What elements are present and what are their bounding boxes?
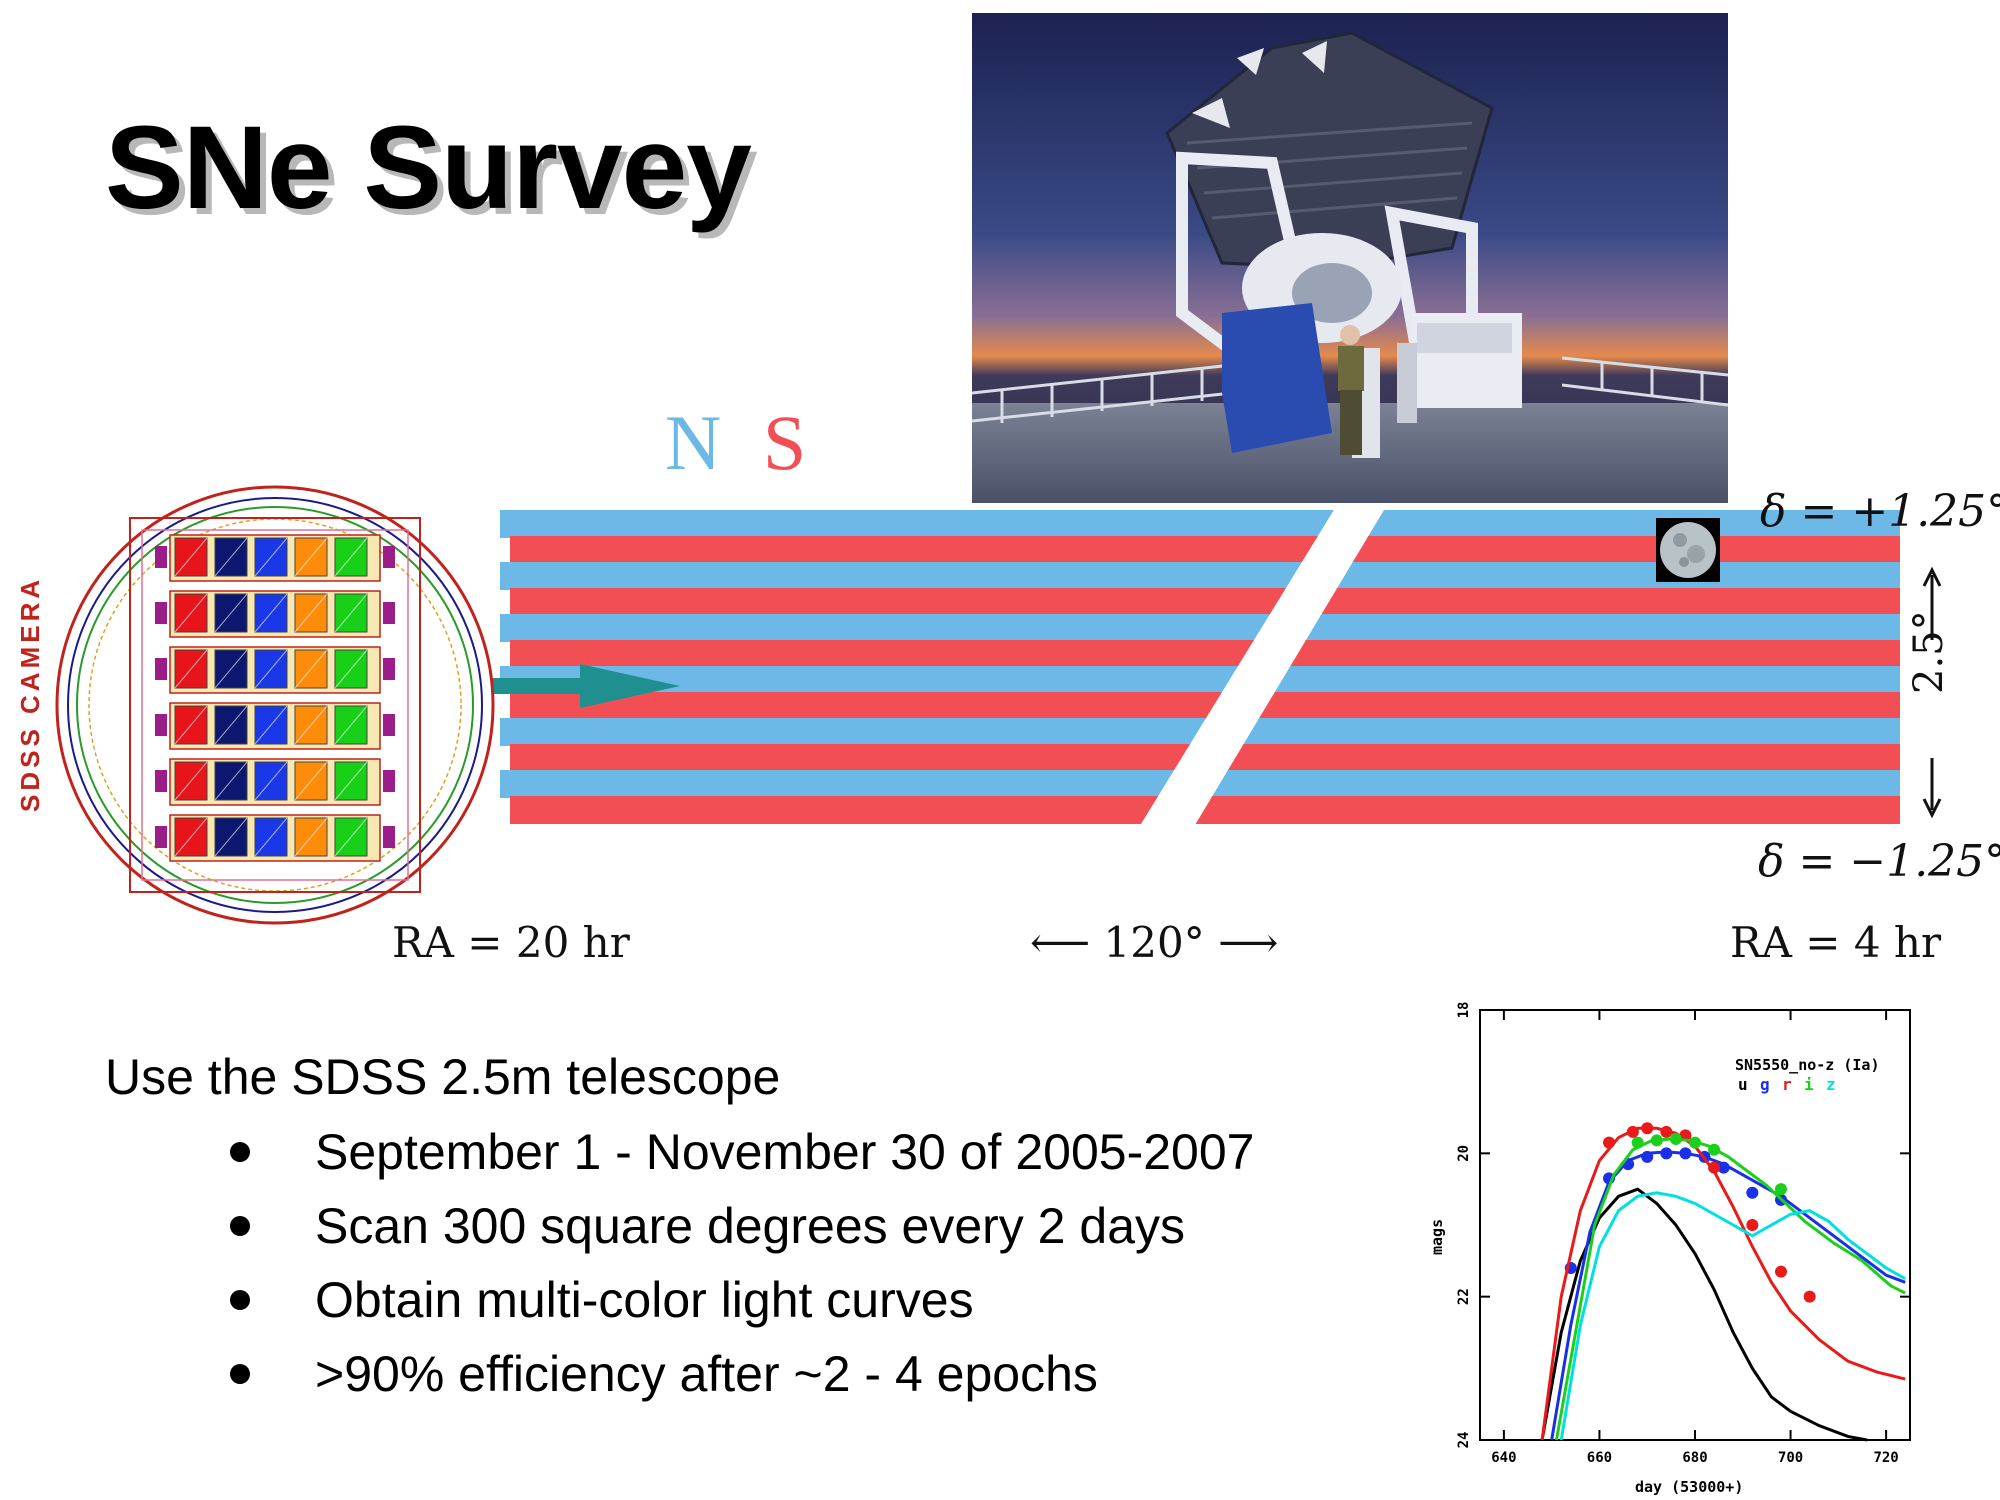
data-point-i (1650, 1134, 1663, 1147)
y-tick-label: 22 (1456, 1288, 1472, 1305)
north-stripe (1180, 666, 1900, 694)
south-stripe (510, 536, 1340, 564)
telescope-photo (972, 13, 1728, 503)
data-point-r (1660, 1125, 1673, 1138)
data-point-i (1631, 1136, 1644, 1149)
bullet-list: September 1 - November 30 of 2005-2007 S… (230, 1115, 1254, 1411)
north-stripe (1180, 614, 1900, 642)
series-line-r (1540, 1126, 1906, 1441)
south-stripe (510, 588, 1340, 616)
south-stripe (1180, 640, 1900, 668)
data-point-r (1708, 1161, 1721, 1174)
south-stripe (510, 692, 1340, 720)
sdss-camera-diagram (55, 485, 495, 925)
y-tick-label: 20 (1456, 1145, 1472, 1162)
data-point-r (1746, 1219, 1759, 1231)
ra-right-label: RA = 4 hr (1730, 918, 1942, 967)
band-label-g: g (1760, 1075, 1770, 1094)
data-point-g (1717, 1161, 1730, 1174)
x-tick-label: 660 (1587, 1450, 1612, 1466)
north-stripe (1180, 718, 1900, 746)
y-tick-label: 18 (1456, 1002, 1472, 1019)
series-line-g (1550, 1150, 1906, 1441)
series-line-z (1559, 1191, 1906, 1441)
moon-icon (1656, 518, 1720, 582)
stripe-diagram (435, 510, 1942, 824)
data-point-g (1641, 1150, 1654, 1163)
south-stripe (510, 640, 1340, 668)
x-tick-label: 720 (1873, 1450, 1898, 1466)
data-point-r (1775, 1265, 1787, 1278)
camera-label: SDSS CAMERA (15, 575, 45, 812)
y-axis-label: mags (1428, 1219, 1446, 1255)
data-point-g (1746, 1186, 1759, 1199)
bullet-dot-icon (230, 1216, 250, 1236)
north-stripe (500, 614, 1340, 642)
light-curve-chart: 640 660 680 700 720 18 20 22 24 SN5550_no-z (Ia)… (1428, 1002, 1911, 1496)
y-tick-label: 24 (1456, 1432, 1472, 1449)
data-point-i (1775, 1183, 1787, 1196)
bullet-item: Obtain multi-color light curves (230, 1263, 1254, 1337)
north-stripe (500, 562, 1340, 590)
band-label-z: z (1826, 1075, 1836, 1094)
data-point-g (1660, 1147, 1673, 1160)
south-stripe (1180, 744, 1900, 772)
data-point-i (1708, 1143, 1721, 1156)
data-point-i (1669, 1133, 1682, 1145)
height-label: 2.5° (1906, 610, 1952, 694)
south-stripe (1180, 692, 1900, 720)
data-point-r (1641, 1122, 1654, 1135)
dec-top-label: δ = +1.25° (1760, 486, 2000, 537)
ra-left-label: RA = 20 hr (392, 918, 630, 967)
bullet-dot-icon (230, 1290, 250, 1310)
slide-title: SNe Survey (105, 102, 752, 234)
data-point-i (1689, 1136, 1701, 1149)
chart-title: SN5550_no-z (Ia) (1735, 1056, 1880, 1074)
south-stripe (1180, 796, 1900, 824)
bullet-item: >90% efficiency after ~2 - 4 epochs (230, 1337, 1254, 1411)
north-stripe (500, 510, 1340, 538)
x-tick-label: 680 (1682, 1450, 1707, 1466)
band-label-u: u (1738, 1075, 1748, 1094)
bullet-dot-icon (230, 1364, 250, 1384)
legend-south: S (762, 399, 807, 486)
band-label-i: i (1804, 1075, 1814, 1094)
ra-span-label: ⟵ 120° ⟶ (1030, 918, 1279, 967)
legend-north: N (665, 399, 722, 486)
bullet-item: September 1 - November 30 of 2005-2007 (230, 1115, 1254, 1189)
data-point-r (1603, 1136, 1615, 1149)
data-point-r (1803, 1290, 1816, 1303)
data-point-g (1679, 1147, 1692, 1160)
dec-bottom-label: δ = −1.25° (1758, 836, 2000, 887)
north-south-legend: N S (665, 398, 806, 488)
band-label-r: r (1782, 1075, 1792, 1094)
north-stripe (1180, 770, 1900, 798)
bullet-item: Scan 300 square degrees every 2 days (230, 1189, 1254, 1263)
x-tick-label: 640 (1491, 1450, 1516, 1466)
bullet-dot-icon (230, 1142, 250, 1162)
height-arrow (1922, 566, 1942, 819)
x-tick-label: 700 (1778, 1450, 1803, 1466)
x-axis-label: day (53000+) (1635, 1478, 1743, 1496)
intro-text: Use the SDSS 2.5m telescope (105, 1049, 781, 1105)
data-point-r (1626, 1125, 1639, 1138)
south-stripe (1180, 588, 1900, 616)
